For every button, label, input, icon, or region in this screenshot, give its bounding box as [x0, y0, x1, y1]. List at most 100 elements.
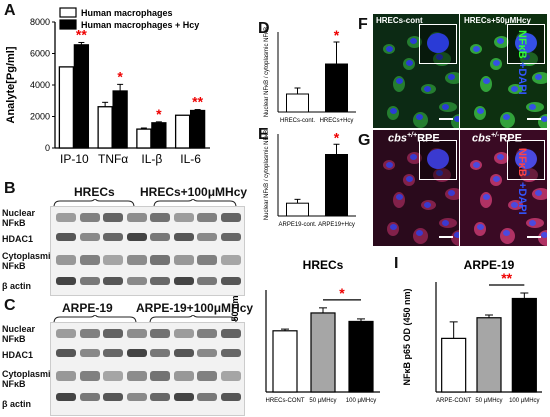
chart-a-bar — [151, 122, 167, 149]
chart-a-bar — [58, 66, 75, 149]
blot-c-braces — [53, 315, 237, 324]
blot-c-row-hdac1: HDAC1 — [2, 350, 34, 360]
micrograph-f-left-nucleus — [448, 74, 455, 80]
chart-a-significance: ** — [76, 26, 87, 42]
micrograph-g-left-label: cbs+/+RPE — [388, 132, 440, 145]
chart-h-significance: * — [339, 285, 345, 301]
chart-a-significance: * — [117, 68, 123, 84]
micrograph-g-right-nucleus — [535, 190, 542, 196]
blot-b-band — [220, 233, 241, 241]
blot-c-band — [79, 393, 100, 401]
micrograph-g-right-cell — [538, 230, 547, 246]
blot-b-band — [150, 213, 170, 222]
chart-e-bar — [286, 202, 309, 217]
blot-c-band — [103, 393, 123, 401]
micrograph-f-left-label: HRECs-cont — [376, 16, 423, 25]
blot-b-band — [173, 277, 194, 285]
micrograph-g-right-nucleus — [541, 232, 547, 238]
chart-a-bar — [112, 90, 128, 149]
micrograph-f-left-nucleus — [454, 116, 459, 122]
chart-a-xtick-label: TNFα — [98, 152, 128, 166]
micrograph-g-stain1: NFκB — [516, 148, 528, 177]
blot-b-band — [126, 213, 147, 222]
micrograph-f-right-nucleus — [511, 86, 518, 92]
blot-c-group2-label: ARPE-19+100μMHcy — [136, 301, 254, 315]
blot-b-row-nuclear: Nuclear NFκB — [2, 208, 36, 228]
chart-i-significance: ** — [501, 270, 512, 286]
blot-c-band — [150, 329, 170, 338]
chart-a-legend-label: Human macrophages — [81, 8, 173, 18]
panel-label-c: C — [4, 297, 16, 314]
micrograph-f-left-nucleus — [386, 46, 393, 52]
blot-b-band — [56, 233, 76, 241]
micrograph-f-left-nucleus — [442, 104, 449, 110]
chart-a-bar — [136, 128, 152, 149]
micrograph-g-left-nucleus — [448, 190, 455, 196]
chart-d-xtick-label: HRECs-cont. — [280, 118, 315, 124]
chart-i: ARPE-19 NFκB p65 OD (450 nm) ARPE-CONT 50 μ… — [402, 258, 542, 404]
blot-c-band — [220, 349, 241, 357]
micrograph-f-right-nucleus — [523, 54, 530, 60]
blot-b-band — [150, 277, 170, 285]
blot-b-band — [173, 255, 194, 265]
blot-c-band — [126, 371, 147, 381]
blot-b-band — [173, 233, 194, 241]
chart-a-bar — [97, 106, 113, 149]
blot-b-row-actin: β actin — [2, 281, 31, 291]
blot-c-band — [173, 371, 194, 381]
micrograph-g-right-nucleus — [497, 154, 504, 160]
blot-c-row-nuclear: Nuclear NFκB — [2, 324, 36, 344]
blot-c-band — [173, 393, 194, 401]
chart-a-bar — [174, 114, 191, 149]
blot-b-band — [150, 233, 170, 241]
micrograph-g-left — [373, 130, 459, 246]
blot-b-group1-label: HRECs — [74, 185, 115, 199]
chart-d-bar — [325, 63, 348, 113]
blot-c-band — [173, 329, 194, 338]
blot-b-band — [126, 233, 147, 241]
blot-b-band — [197, 255, 217, 265]
chart-d-xtick-label: HRECs+Hcy — [320, 118, 354, 124]
blot-b-band — [56, 277, 76, 285]
blot-c-band — [56, 329, 76, 338]
chart-a-ytick-label: 0 — [45, 143, 50, 153]
micrograph-f-left-nucleus — [436, 54, 443, 60]
chart-a-ytick-label: 4000 — [30, 80, 50, 90]
chart-h-bar — [272, 330, 298, 393]
micrograph-f-right-scale-bar — [527, 118, 541, 120]
blot-b-band — [173, 213, 194, 222]
chart-a-bar — [189, 109, 206, 149]
blot-b-band — [79, 233, 100, 241]
micrograph-g-right-nucleus — [523, 170, 530, 176]
blot-c-band — [126, 393, 147, 401]
chart-a-significance: ** — [192, 94, 203, 110]
blot-b-band — [56, 213, 76, 222]
micrograph-g-right-scale-bar — [527, 236, 541, 238]
blot-c-band — [220, 329, 241, 338]
blot-b-row-hdac1: HDAC1 — [2, 234, 34, 244]
panel-label-e: E — [258, 126, 269, 143]
chart-i-bar — [511, 297, 537, 393]
micrograph-f-left-nucleus — [406, 60, 413, 66]
chart-a-xtick-label: IL-6 — [180, 152, 201, 166]
micrograph-f-right-nucleus — [541, 116, 547, 122]
blot-c-band — [126, 349, 147, 357]
chart-i-bar — [441, 337, 467, 393]
chart-a-legend-swatch — [59, 19, 77, 30]
blot-c-band — [56, 349, 76, 357]
micrograph-g-left-cell — [451, 230, 459, 246]
micrograph-f-left-inset-nucleus — [427, 33, 449, 53]
blot-b-band — [197, 277, 217, 285]
micrograph-f-left — [373, 14, 459, 128]
micrograph-f-right-nucleus — [497, 38, 504, 44]
micrograph-f-right-label: HRECs+50μMHcy — [464, 16, 531, 25]
blot-c-band — [220, 371, 241, 381]
micrograph-f-left-nucleus — [396, 78, 403, 84]
blot-b-band — [79, 213, 100, 222]
chart-h-xtick-label: HRECs-CONT — [266, 398, 305, 404]
blot-b-band — [79, 255, 100, 265]
blot-b-band — [220, 213, 241, 222]
micrograph-g-left-inset-nucleus — [427, 149, 449, 169]
micrograph-g-left-nucleus — [406, 176, 413, 182]
blot-c-band — [103, 329, 123, 338]
